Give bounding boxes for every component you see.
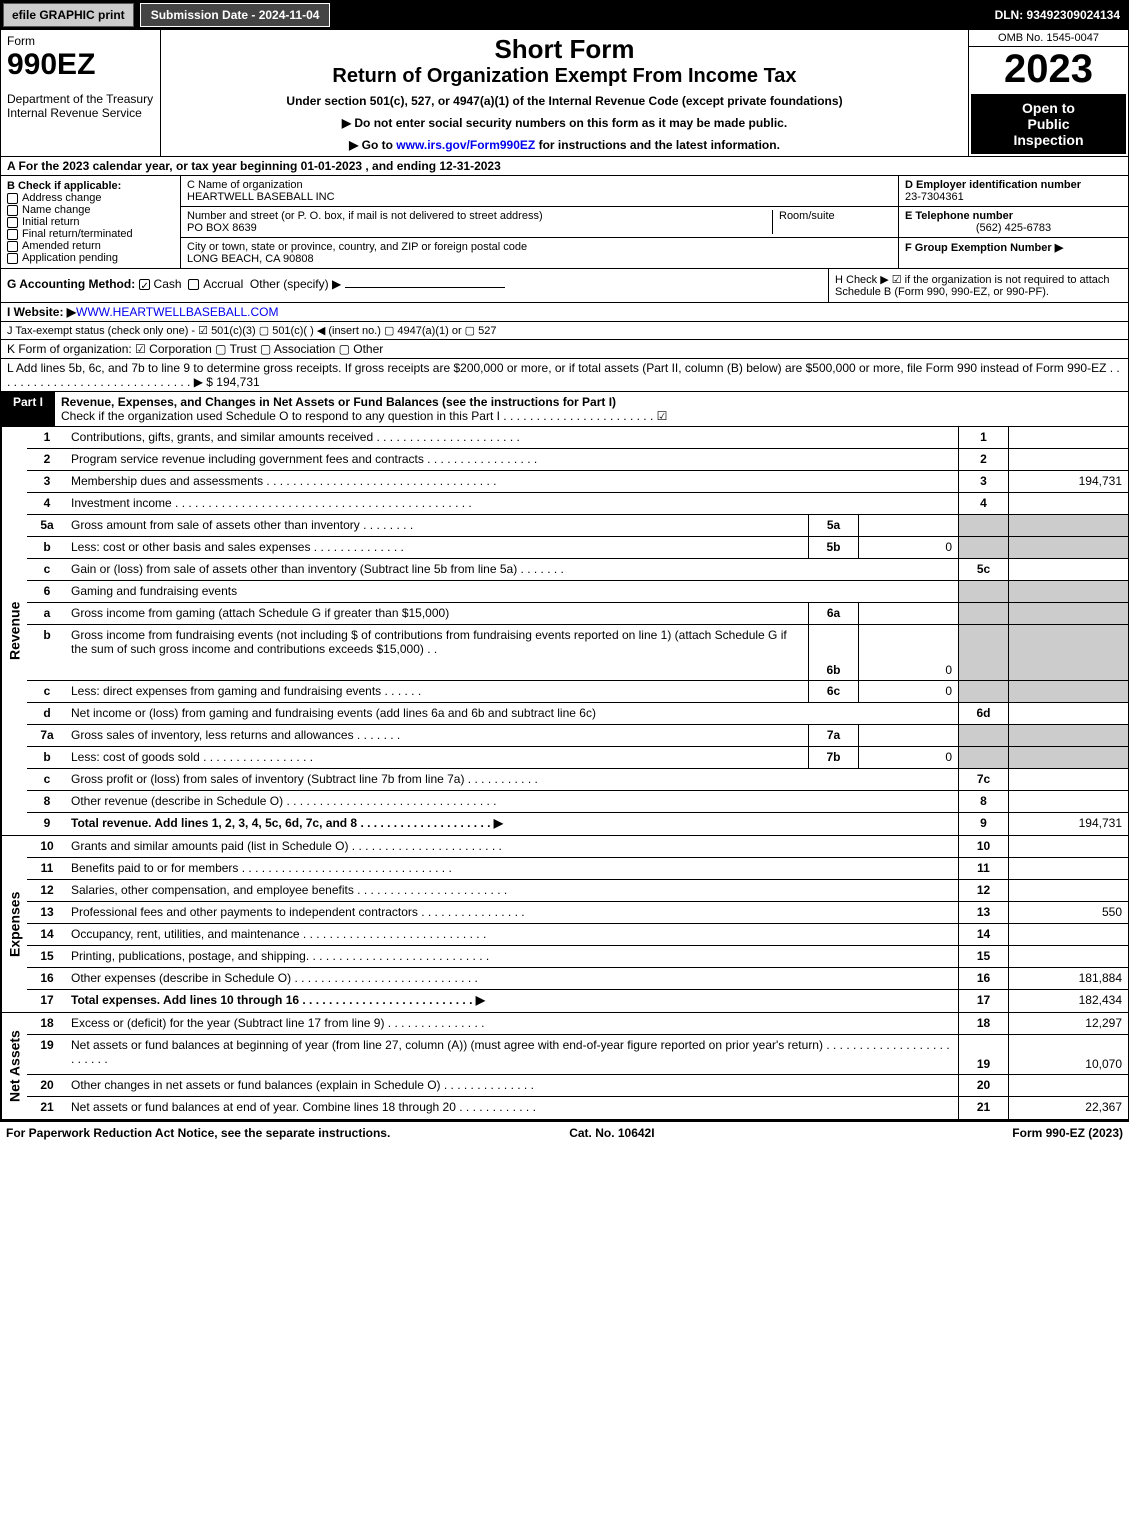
short-form-title: Short Form <box>165 34 964 65</box>
line-j-tax-exempt: J Tax-exempt status (check only one) - ☑… <box>1 322 1128 340</box>
top-bar: efile GRAPHIC print Submission Date - 20… <box>0 0 1129 30</box>
instruction-2: ▶ Go to www.irs.gov/Form990EZ for instru… <box>165 138 964 152</box>
line-9-total-revenue: 194,731 <box>1008 813 1128 835</box>
line-19-value: 10,070 <box>1008 1035 1128 1074</box>
line-18-value: 12,297 <box>1008 1013 1128 1034</box>
tax-year: 2023 <box>969 47 1128 92</box>
form-label: Form <box>7 34 154 48</box>
part-1-header: Part I <box>1 392 55 426</box>
ein: 23-7304361 <box>905 191 1122 203</box>
form-number: 990EZ <box>7 48 154 82</box>
expenses-section-label: Expenses <box>1 836 27 1012</box>
line-l-gross-receipts: L Add lines 5b, 6c, and 7b to line 9 to … <box>1 359 1128 392</box>
instruction-1: ▶ Do not enter social security numbers o… <box>165 116 964 130</box>
irs-link[interactable]: www.irs.gov/Form990EZ <box>396 138 535 152</box>
city-state-zip: LONG BEACH, CA 90808 <box>187 253 892 265</box>
phone: (562) 425-6783 <box>905 222 1122 234</box>
section-de: D Employer identification number 23-7304… <box>898 176 1128 268</box>
net-assets-section-label: Net Assets <box>1 1013 27 1119</box>
street-address: PO BOX 8639 <box>187 222 772 234</box>
efile-print-button[interactable]: efile GRAPHIC print <box>3 3 134 27</box>
open-to-public-box: Open to Public Inspection <box>971 94 1126 154</box>
line-21-value: 22,367 <box>1008 1097 1128 1119</box>
line-16-value: 181,884 <box>1008 968 1128 989</box>
revenue-section-label: Revenue <box>1 427 27 835</box>
form-990ez: Form 990EZ Department of the Treasury In… <box>0 30 1129 1122</box>
website-link[interactable]: WWW.HEARTWELLBASEBALL.COM <box>76 305 278 319</box>
dept-irs: Internal Revenue Service <box>7 106 154 120</box>
group-exemption: F Group Exemption Number ▶ <box>905 241 1122 254</box>
line-13-value: 550 <box>1008 902 1128 923</box>
submission-date-label: Submission Date - 2024-11-04 <box>140 3 331 27</box>
line-a-tax-year: A For the 2023 calendar year, or tax yea… <box>1 157 1128 176</box>
line-i-website: I Website: ▶WWW.HEARTWELLBASEBALL.COM <box>1 303 1128 322</box>
omb-number: OMB No. 1545-0047 <box>969 30 1128 47</box>
section-b: B Check if applicable: Address change Na… <box>1 176 181 268</box>
part-1-title: Revenue, Expenses, and Changes in Net As… <box>55 392 1128 426</box>
return-title: Return of Organization Exempt From Incom… <box>165 65 964 88</box>
subtitle: Under section 501(c), 527, or 4947(a)(1)… <box>165 94 964 108</box>
line-g-accounting: G Accounting Method: Cash Accrual Other … <box>1 269 828 302</box>
dln-label: DLN: 93492309024134 <box>987 4 1128 26</box>
page-footer: For Paperwork Reduction Act Notice, see … <box>0 1122 1129 1144</box>
line-3-value: 194,731 <box>1008 471 1128 492</box>
dept-treasury: Department of the Treasury <box>7 92 154 106</box>
line-k-form-of-org: K Form of organization: ☑ Corporation ▢ … <box>1 340 1128 359</box>
line-h-schedule-b: H Check ▶ ☑ if the organization is not r… <box>828 269 1128 302</box>
org-name: HEARTWELL BASEBALL INC <box>187 191 892 203</box>
line-17-total-expenses: 182,434 <box>1008 990 1128 1012</box>
section-c: C Name of organization HEARTWELL BASEBAL… <box>181 176 898 268</box>
